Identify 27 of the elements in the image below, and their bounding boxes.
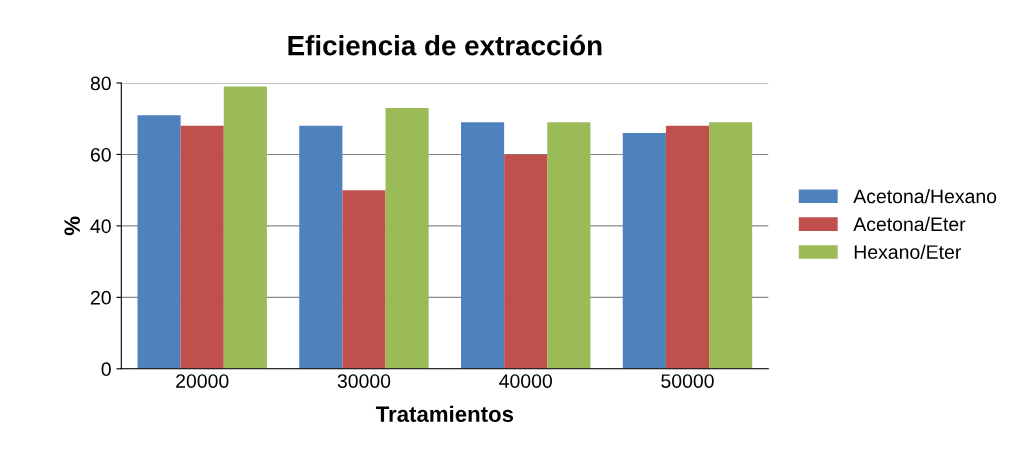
x-tick-label: 20000 <box>176 374 229 388</box>
bar <box>665 125 710 369</box>
bar <box>223 86 267 369</box>
legend-label: Acetona/Eter <box>853 216 966 232</box>
y-tick-label: 60 <box>90 147 111 162</box>
y-tick-label: 80 <box>90 76 111 91</box>
y-tick-label: 0 <box>101 362 111 377</box>
bar <box>504 154 548 369</box>
bar <box>461 122 505 369</box>
bar <box>180 125 224 369</box>
legend-label: Hexano/Eter <box>854 244 962 259</box>
x-axis-title: Tratamientos <box>375 405 514 422</box>
y-tick-label: 40 <box>90 219 111 234</box>
bar <box>547 122 591 369</box>
x-tick-label: 30000 <box>337 374 391 388</box>
bar <box>385 107 429 369</box>
x-tick-label: 40000 <box>499 374 552 388</box>
y-axis-title: % <box>64 216 80 236</box>
x-tick-label: 50000 <box>661 374 714 388</box>
bar <box>137 115 181 369</box>
bar <box>299 125 343 369</box>
bar <box>709 122 753 369</box>
bar <box>342 190 386 369</box>
bar <box>622 133 666 369</box>
legend-label: Acetona/Hexano <box>853 188 997 204</box>
chart-title: Eficiencia de extracción <box>288 34 602 56</box>
y-tick-label: 20 <box>90 290 111 305</box>
